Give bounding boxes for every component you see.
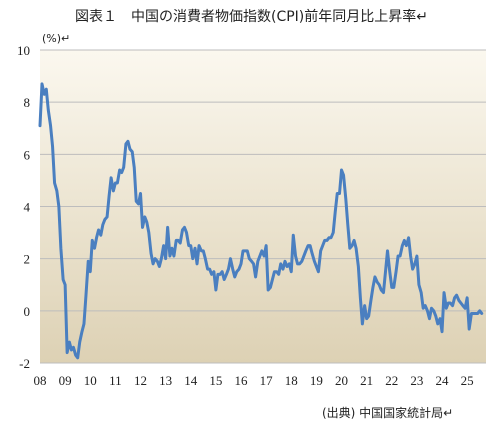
x-tick-label: 12 [134,373,147,388]
x-tick-label: 20 [335,373,348,388]
x-tick-label: 11 [109,373,122,388]
y-tick-label: 2 [24,252,31,267]
x-tick-label: 17 [260,373,274,388]
y-tick-label: -2 [19,356,30,371]
y-tick-label: 4 [24,200,31,215]
chart-title: 図表１ 中国の消費者物価指数(CPI)前年同月比上昇率↵ [75,9,428,25]
source-note: (出典) 中国国家統計局↵ [322,406,454,420]
x-tick-label: 10 [84,373,97,388]
series-layer [38,82,484,360]
x-tick-label: 14 [184,373,198,388]
grid-lines [40,49,486,364]
y-tick-label: 0 [24,304,31,319]
y-unit-label: (%)↵ [42,32,71,45]
y-tick-label: 8 [24,95,31,110]
x-tick-label: 23 [410,373,423,388]
x-tick-label: 25 [461,373,474,388]
cpi-series-line [38,82,484,360]
y-axis-ticks: -2 0 2 4 6 8 10 [17,43,31,371]
x-tick-label: 13 [159,373,172,388]
x-axis-ticks: 08 09 10 11 12 13 14 15 16 17 18 19 20 21 22 23 24 25 [34,373,474,388]
x-tick-label: 09 [59,373,72,388]
x-tick-label: 15 [209,373,222,388]
x-tick-label: 24 [436,373,450,388]
x-tick-label: 18 [285,373,298,388]
x-tick-label: 21 [360,373,373,388]
x-tick-label: 16 [235,373,249,388]
y-tick-label: 10 [17,43,30,58]
y-tick-label: 6 [24,147,31,162]
x-tick-label: 08 [34,373,47,388]
x-tick-label: 19 [310,373,323,388]
x-tick-label: 22 [385,373,398,388]
